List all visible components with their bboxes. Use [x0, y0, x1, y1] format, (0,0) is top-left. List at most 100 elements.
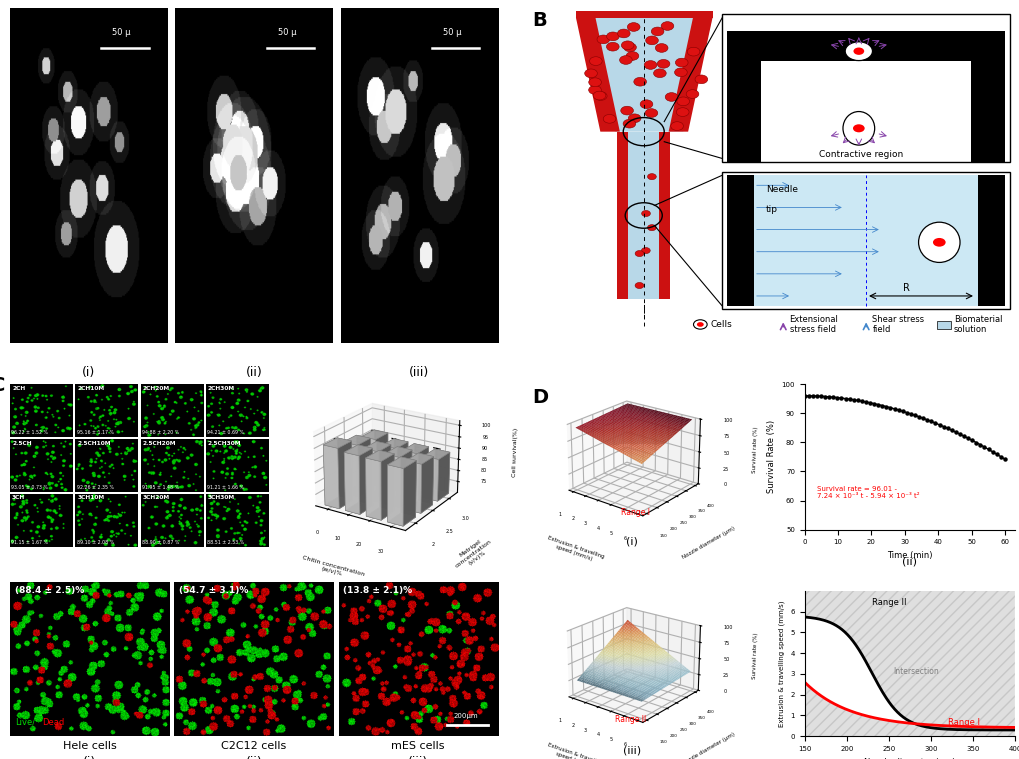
Text: 2.5CH10M: 2.5CH10M — [77, 440, 111, 446]
Text: C: C — [0, 376, 6, 395]
Text: (i): (i) — [83, 367, 96, 380]
Text: 2.5CH: 2.5CH — [12, 440, 32, 446]
Text: Live/: Live/ — [15, 718, 35, 727]
Bar — [721, 14, 1009, 162]
Circle shape — [845, 42, 871, 61]
Circle shape — [654, 43, 667, 52]
Circle shape — [650, 27, 663, 36]
Circle shape — [677, 97, 689, 106]
Polygon shape — [576, 17, 712, 131]
Text: Cells: Cells — [710, 320, 732, 329]
Circle shape — [852, 124, 864, 132]
Text: 94.88 ± 2.20 %: 94.88 ± 2.20 % — [142, 430, 179, 435]
Text: (88.4 ± 2.5)%: (88.4 ± 2.5)% — [15, 586, 85, 595]
Text: 95.16 ± 1.17 %: 95.16 ± 1.17 % — [76, 430, 113, 435]
Text: 3CH10M: 3CH10M — [77, 496, 104, 500]
Text: 200μm: 200μm — [452, 713, 478, 719]
Text: A: A — [15, 11, 31, 30]
Text: 92.26 ± 2.35 %: 92.26 ± 2.35 % — [76, 485, 113, 490]
Text: Contractive region: Contractive region — [818, 150, 903, 159]
Circle shape — [656, 59, 669, 68]
Text: 2CH: 2CH — [12, 386, 25, 391]
Text: Hele cells: Hele cells — [63, 741, 116, 751]
Text: 2CH10M: 2CH10M — [77, 386, 104, 391]
Circle shape — [606, 43, 619, 51]
Text: 2CH30M: 2CH30M — [208, 386, 234, 391]
Polygon shape — [576, 17, 620, 131]
X-axis label: Chitin concentration
(w/v)%: Chitin concentration (w/v)% — [300, 556, 365, 583]
Circle shape — [647, 174, 655, 180]
Circle shape — [635, 250, 643, 257]
Circle shape — [671, 121, 683, 131]
Circle shape — [676, 108, 689, 116]
Text: mES cells: mES cells — [391, 741, 444, 751]
Text: Survival rate = 96.01 -
7.24 × 10⁻³ t - 5.94 × 10⁻³ t²: Survival rate = 96.01 - 7.24 × 10⁻³ t - … — [816, 486, 919, 499]
Text: tip: tip — [765, 205, 777, 214]
Text: (ii): (ii) — [246, 756, 262, 759]
X-axis label: Extrusion & travelling
speed (mm/s): Extrusion & travelling speed (mm/s) — [544, 742, 604, 759]
Text: (iii): (iii) — [409, 367, 429, 380]
Bar — [628, 131, 658, 299]
X-axis label: Extrusion & travelling
speed (mm/s): Extrusion & travelling speed (mm/s) — [544, 536, 604, 565]
Circle shape — [696, 322, 703, 327]
Ellipse shape — [918, 222, 959, 263]
Circle shape — [694, 75, 707, 83]
Circle shape — [660, 22, 674, 30]
Circle shape — [619, 55, 632, 65]
Text: 96.22 ± 1.52 %: 96.22 ± 1.52 % — [11, 430, 49, 435]
Circle shape — [616, 29, 630, 38]
Text: R: R — [902, 283, 909, 293]
Circle shape — [641, 247, 649, 254]
Text: (54.7 ± 3.1)%: (54.7 ± 3.1)% — [179, 586, 249, 595]
Text: Range I: Range I — [620, 508, 649, 517]
Text: 89.10 ± 2.08 %: 89.10 ± 2.08 % — [76, 540, 114, 544]
Text: 91.15 ± 1.67 %: 91.15 ± 1.67 % — [11, 540, 49, 544]
Text: 50 μ: 50 μ — [442, 28, 461, 36]
Bar — [970, 34, 1004, 162]
Text: Range II: Range II — [614, 715, 645, 723]
Circle shape — [645, 36, 657, 45]
Text: (iii): (iii) — [623, 745, 641, 756]
Bar — [935, 321, 951, 329]
Circle shape — [640, 100, 652, 109]
Bar — [616, 131, 628, 299]
Circle shape — [621, 106, 633, 115]
Text: Biomaterial
solution: Biomaterial solution — [953, 315, 1002, 334]
Circle shape — [675, 58, 688, 67]
Y-axis label: Matrigel
concentration
(v/v)%: Matrigel concentration (v/v)% — [450, 534, 495, 573]
Text: Needle: Needle — [765, 185, 798, 194]
Text: (ii): (ii) — [902, 556, 916, 566]
Circle shape — [628, 114, 640, 123]
Bar — [727, 175, 753, 306]
Text: 94.21 ± 0.69 %: 94.21 ± 0.69 % — [207, 430, 244, 435]
Polygon shape — [668, 17, 712, 131]
Ellipse shape — [842, 112, 874, 145]
Text: 91.21 ± 1.66 %: 91.21 ± 1.66 % — [207, 485, 244, 490]
Circle shape — [596, 35, 609, 44]
Y-axis label: Nozzle diameter (μm): Nozzle diameter (μm) — [681, 732, 736, 759]
Text: (i): (i) — [84, 756, 97, 759]
Text: (13.8 ± 2.1)%: (13.8 ± 2.1)% — [343, 586, 412, 595]
Y-axis label: Nozzle diameter (μm): Nozzle diameter (μm) — [681, 525, 736, 559]
Circle shape — [686, 90, 698, 99]
Text: 93.05 ± 0.73 %: 93.05 ± 0.73 % — [11, 485, 49, 490]
Circle shape — [593, 91, 605, 100]
Bar — [753, 175, 977, 306]
Circle shape — [584, 69, 597, 77]
Bar — [727, 31, 1004, 61]
Circle shape — [623, 43, 636, 52]
Circle shape — [606, 32, 619, 41]
Circle shape — [594, 92, 606, 100]
Text: Dead: Dead — [42, 718, 64, 727]
Text: (ii): (ii) — [246, 367, 262, 380]
Bar — [721, 172, 1009, 310]
Circle shape — [641, 210, 650, 216]
Text: D: D — [532, 388, 547, 407]
Text: Extensional
stress field: Extensional stress field — [789, 315, 838, 334]
Text: 2.5CH20M: 2.5CH20M — [143, 440, 176, 446]
Circle shape — [647, 225, 655, 231]
Text: 91.95 ± 1.48 %: 91.95 ± 1.48 % — [142, 485, 178, 490]
Bar — [977, 175, 1004, 306]
Circle shape — [589, 57, 601, 65]
Bar — [727, 34, 760, 162]
